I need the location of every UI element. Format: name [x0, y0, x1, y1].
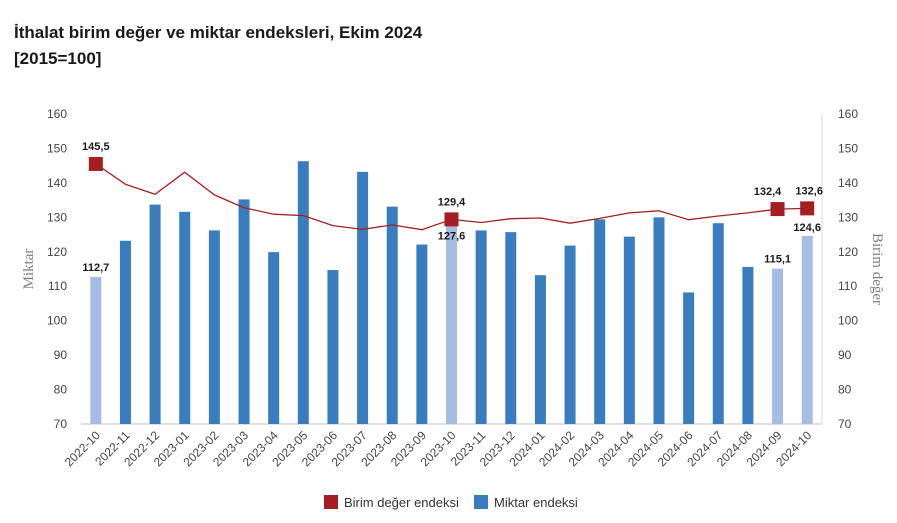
bar-miktar: [208, 230, 220, 424]
bar-miktar: [179, 211, 191, 424]
y-left-tick-label: 70: [54, 417, 68, 431]
line-data-label: 145,5: [82, 141, 110, 153]
line-marker: [88, 156, 103, 171]
y-left-tick-label: 140: [47, 176, 67, 190]
y-right-axis-title: Birim değer: [869, 233, 885, 305]
y-left-tick-label: 100: [47, 314, 67, 328]
chart-title: İthalat birim değer ve miktar endeksleri…: [14, 23, 423, 42]
y-left-tick-label: 120: [47, 245, 67, 259]
y-left-tick-label: 150: [47, 141, 67, 155]
legend-label-birim-deger: Birim değer endeksi: [344, 495, 459, 510]
y-right-tick-label: 140: [838, 176, 858, 190]
line-marker: [444, 212, 459, 227]
bar-miktar: [357, 171, 369, 424]
bar-miktar: [149, 204, 161, 424]
bar-data-label: 112,7: [82, 262, 109, 274]
bar-miktar: [564, 245, 576, 424]
bar-miktar: [772, 268, 784, 424]
legend-swatch-birim-deger: [324, 495, 338, 509]
line-data-label: 132,4: [754, 186, 782, 198]
y-left-tick-label: 110: [48, 279, 67, 293]
bar-miktar: [386, 206, 398, 424]
y-right-tick-label: 160: [838, 107, 858, 121]
chart-subtitle: [2015=100]: [14, 49, 102, 68]
y-right-tick-label: 150: [838, 141, 858, 155]
bar-miktar: [297, 161, 309, 424]
bar-miktar: [446, 225, 457, 424]
bar-miktar: [623, 236, 635, 424]
line-data-label: 129,4: [438, 196, 466, 208]
line-data-label: 132,6: [795, 185, 823, 197]
bar-miktar: [475, 230, 487, 424]
line-marker: [800, 201, 815, 216]
bar-miktar: [712, 223, 724, 424]
y-right-tick-label: 130: [838, 210, 858, 224]
bar-miktar: [90, 276, 102, 424]
legend-swatch-miktar: [474, 495, 488, 509]
bar-data-label: 127,6: [438, 231, 466, 243]
bar-miktar: [594, 219, 606, 424]
bar-miktar: [416, 244, 428, 424]
bar-miktar: [742, 266, 754, 424]
legend-label-miktar: Miktar endeksi: [494, 495, 578, 510]
y-left-tick-label: 90: [54, 348, 68, 362]
y-right-tick-label: 120: [838, 245, 858, 259]
bar-miktar: [801, 235, 813, 424]
bar-miktar: [238, 199, 250, 424]
y-left-tick-label: 80: [54, 383, 68, 397]
bar-miktar: [534, 275, 546, 424]
y-right-tick-label: 80: [838, 383, 852, 397]
y-left-axis-title: Miktar: [21, 249, 37, 290]
y-left-tick-label: 130: [47, 210, 67, 224]
bar-miktar: [653, 217, 665, 424]
bar-miktar: [327, 270, 339, 424]
y-right-tick-label: 100: [838, 314, 858, 328]
bar-miktar: [505, 232, 517, 424]
y-right-tick-label: 110: [838, 279, 857, 293]
y-right-tick-label: 90: [838, 348, 852, 362]
y-left-tick-label: 160: [47, 107, 67, 121]
bar-data-label: 124,6: [793, 222, 821, 234]
bar-miktar: [683, 292, 695, 424]
y-right-tick-label: 70: [838, 417, 852, 431]
bar-miktar: [119, 240, 131, 424]
bar-data-label: 115,1: [764, 254, 791, 266]
line-marker: [770, 202, 785, 217]
bar-miktar: [268, 252, 280, 424]
